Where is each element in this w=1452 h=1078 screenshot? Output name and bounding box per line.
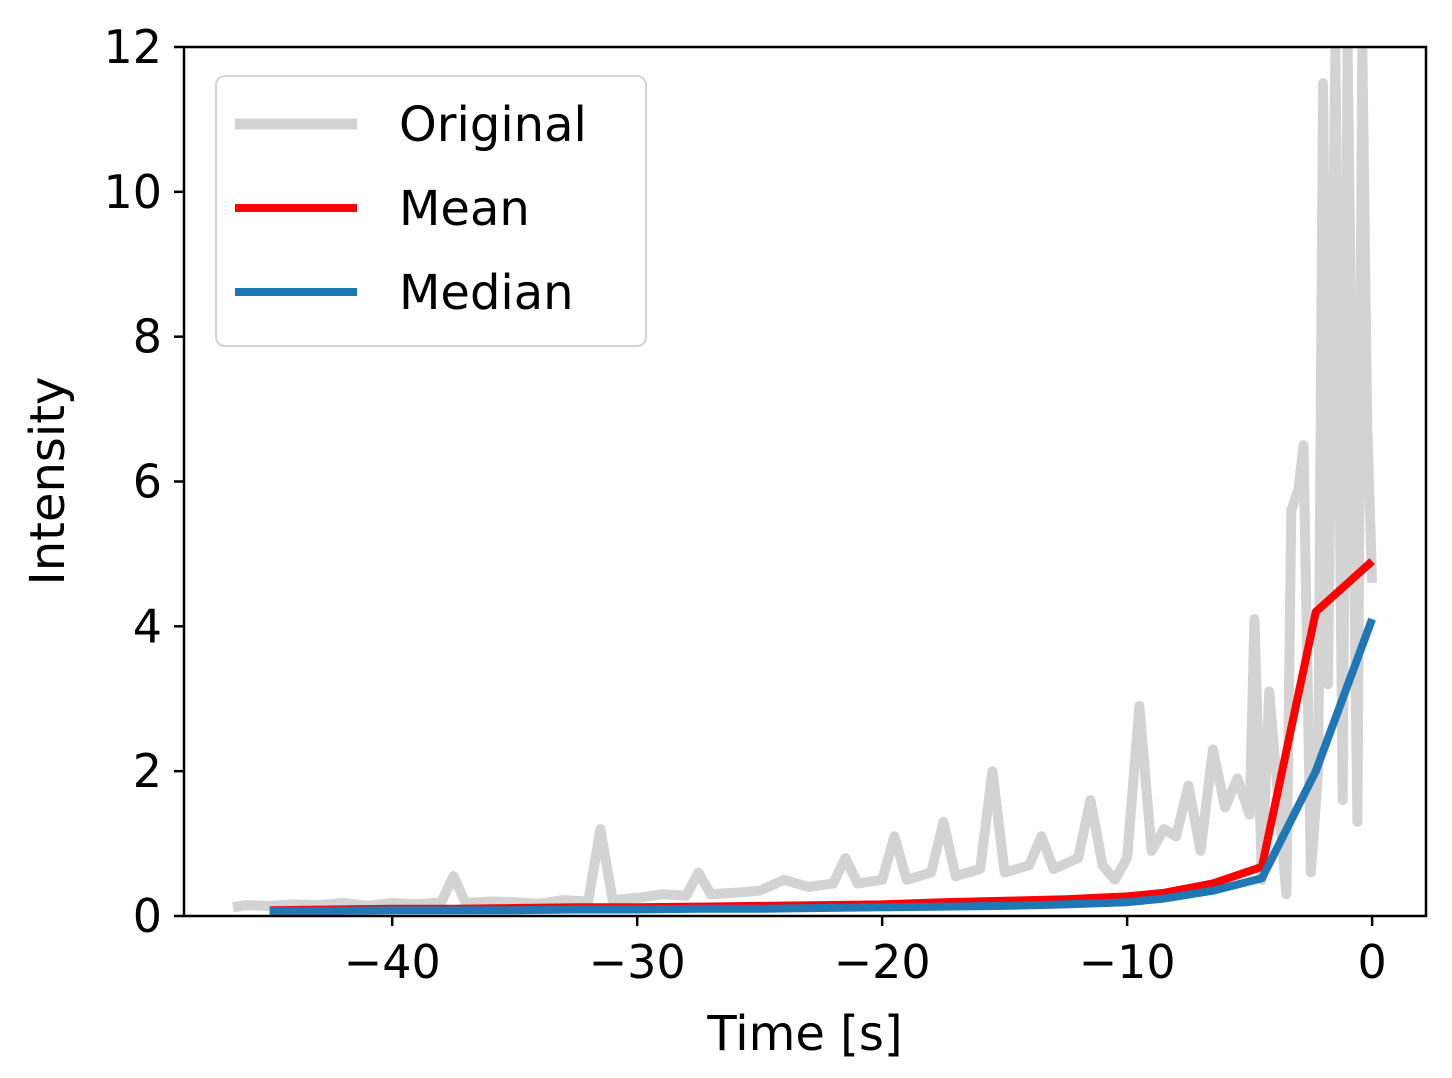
- y-tick-label: 6: [133, 455, 162, 509]
- legend: Original Mean Median: [215, 75, 647, 347]
- y-axis-label: Intensity: [20, 377, 76, 586]
- legend-label-median: Median: [399, 265, 574, 321]
- y-tick-label: 12: [103, 20, 162, 74]
- legend-label-mean: Mean: [399, 181, 530, 237]
- y-tick-label: 2: [133, 744, 162, 798]
- legend-label-original: Original: [399, 97, 587, 153]
- series-layer: [232, 47, 1378, 915]
- series-line-median: [269, 617, 1376, 915]
- x-tick-label: −40: [344, 935, 441, 989]
- x-tick-label: 0: [1357, 935, 1386, 989]
- y-axis: 0 2 4 6 8 10 12: [103, 20, 184, 943]
- y-tick-label: 8: [133, 310, 162, 364]
- x-tick-label: −20: [834, 935, 931, 989]
- legend-frame: [215, 75, 647, 347]
- series-line-original: [232, 47, 1378, 913]
- y-tick-label: 0: [133, 889, 162, 943]
- x-axis: −40 −30 −20 −10 0: [344, 916, 1387, 989]
- x-tick-label: −30: [589, 935, 686, 989]
- x-tick-label: −10: [1079, 935, 1176, 989]
- y-tick-label: 4: [133, 599, 162, 653]
- y-tick-label: 10: [103, 165, 162, 219]
- x-axis-label: Time [s]: [706, 1006, 902, 1062]
